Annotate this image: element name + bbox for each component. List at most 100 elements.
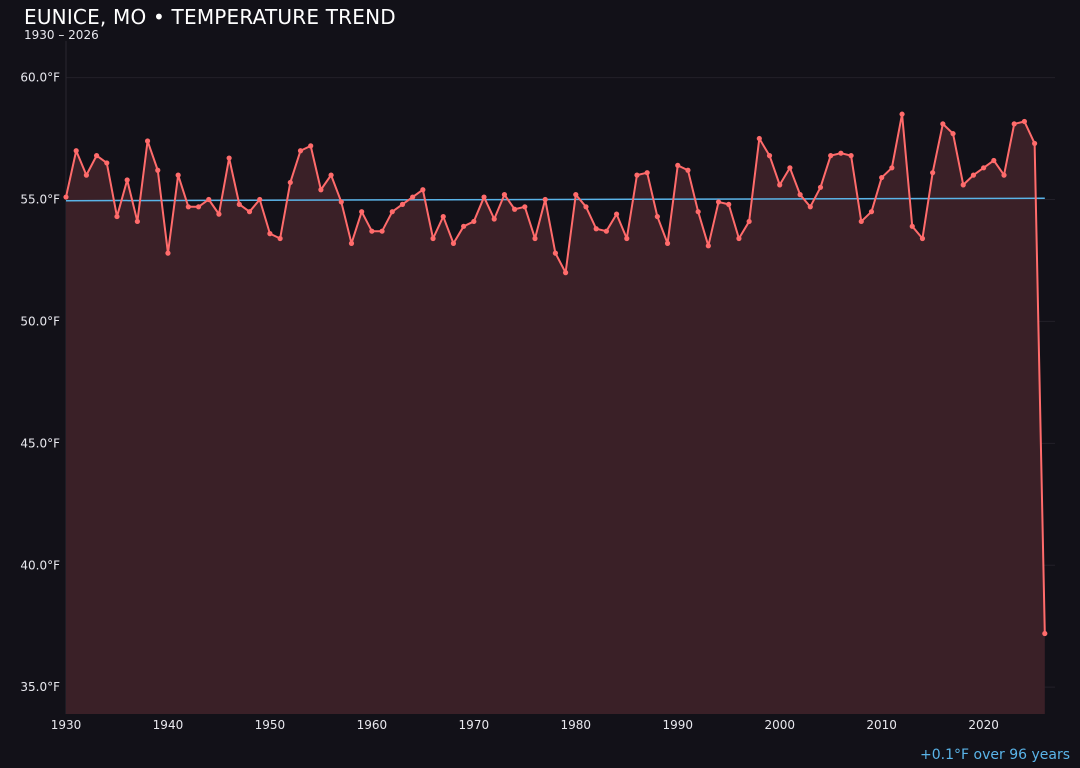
- chart-title: EUNICE, MO • TEMPERATURE TREND: [24, 5, 396, 29]
- data-point: [338, 199, 344, 205]
- y-tick-label: 60.0°F: [20, 71, 60, 85]
- data-point: [624, 235, 630, 242]
- data-point: [746, 218, 752, 225]
- data-point: [450, 240, 457, 246]
- data-point: [613, 211, 620, 217]
- y-tick-label: 50.0°F: [20, 314, 60, 328]
- data-point: [461, 223, 467, 229]
- data-point: [542, 196, 548, 203]
- area-fill: [66, 114, 1045, 715]
- data-point: [348, 240, 355, 246]
- data-point: [297, 148, 304, 154]
- data-point: [1001, 172, 1007, 178]
- data-point: [879, 174, 885, 181]
- data-point: [930, 170, 936, 176]
- x-tick-label: 2010: [866, 718, 897, 732]
- data-point: [644, 170, 650, 176]
- data-point: [491, 216, 497, 222]
- data-point: [828, 153, 834, 159]
- data-point: [522, 204, 528, 210]
- y-tick-label: 45.0°F: [20, 436, 60, 450]
- data-point: [848, 153, 854, 159]
- data-point: [246, 209, 253, 215]
- data-point: [889, 165, 895, 171]
- trend-line: [65, 197, 1045, 202]
- data-point: [532, 235, 538, 242]
- data-point: [1032, 140, 1038, 147]
- data-point: [675, 162, 681, 168]
- x-tick-label: 1980: [561, 718, 592, 732]
- data-point: [787, 165, 793, 171]
- data-point: [144, 138, 151, 144]
- data-point: [165, 250, 171, 256]
- data-point: [206, 196, 212, 203]
- data-point: [308, 143, 314, 149]
- data-point: [216, 211, 222, 217]
- data-point: [654, 213, 660, 220]
- data-point: [960, 182, 966, 188]
- data-point: [562, 270, 569, 276]
- data-point: [838, 150, 844, 156]
- data-point: [481, 194, 487, 200]
- x-tick-label: 1990: [662, 718, 693, 732]
- data-point: [410, 194, 416, 200]
- data-point: [705, 243, 711, 249]
- data-point: [104, 160, 110, 166]
- data-point: [817, 184, 824, 190]
- data-point: [685, 167, 691, 173]
- data-point: [593, 226, 599, 232]
- data-point: [573, 192, 579, 198]
- data-point: [277, 235, 283, 242]
- data-point: [512, 206, 518, 212]
- data-point: [909, 223, 915, 229]
- data-point: [114, 213, 120, 220]
- data-point: [399, 201, 406, 207]
- y-tick-label: 55.0°F: [20, 192, 60, 206]
- data-point: [440, 213, 446, 220]
- data-point: [807, 204, 813, 210]
- data-point: [236, 201, 242, 207]
- data-point: [134, 218, 140, 225]
- data-point: [471, 218, 477, 225]
- data-point: [603, 228, 609, 234]
- data-point: [756, 135, 762, 142]
- data-point: [736, 235, 742, 242]
- chart-subtitle: 1930 – 2026: [24, 28, 99, 42]
- data-point: [868, 209, 875, 215]
- data-point: [858, 218, 864, 225]
- data-point: [1042, 630, 1048, 637]
- data-point: [359, 209, 365, 215]
- data-point: [83, 172, 89, 178]
- data-point: [919, 235, 926, 242]
- data-point: [777, 182, 783, 188]
- x-tick-label: 2000: [764, 718, 795, 732]
- data-point: [63, 194, 69, 200]
- data-point: [124, 177, 130, 183]
- x-tick-label: 2020: [968, 718, 999, 732]
- data-point: [664, 240, 671, 246]
- data-point: [1021, 118, 1028, 125]
- data-point: [379, 228, 385, 234]
- x-tick-label: 1950: [255, 718, 286, 732]
- data-point: [899, 111, 905, 117]
- data-point: [93, 153, 100, 159]
- data-point: [726, 201, 732, 207]
- data-point: [950, 131, 956, 137]
- data-point: [970, 172, 977, 178]
- data-point: [389, 209, 395, 215]
- x-tick-label: 1970: [459, 718, 490, 732]
- data-point: [766, 153, 773, 159]
- data-point: [552, 250, 559, 256]
- data-point: [328, 172, 334, 178]
- data-point: [695, 209, 701, 215]
- y-tick-label: 40.0°F: [20, 558, 60, 572]
- x-tick-label: 1960: [357, 718, 388, 732]
- data-point: [195, 204, 202, 210]
- data-point: [583, 204, 589, 210]
- data-point: [634, 172, 640, 178]
- trend-annotation: +0.1°F over 96 years: [920, 747, 1070, 763]
- data-point: [73, 148, 79, 154]
- data-point: [185, 204, 191, 210]
- data-point: [420, 187, 426, 193]
